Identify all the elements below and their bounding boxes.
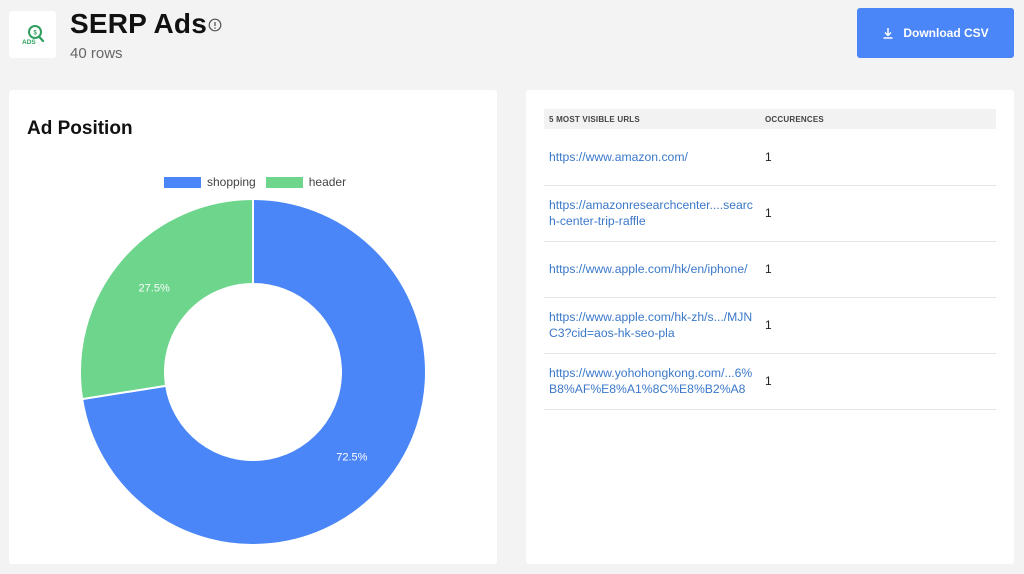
table-row: https://amazonresearchcenter....search-c…: [544, 185, 996, 242]
legend-label-shopping: shopping: [207, 175, 256, 189]
url-link[interactable]: https://www.apple.com/hk-zh/s.../MJNC3?c…: [549, 310, 753, 340]
page-title: SERP Ads: [70, 8, 207, 39]
column-header-urls: 5 MOST VISIBLE URLS: [544, 109, 760, 129]
donut-slice-shopping[interactable]: [80, 197, 427, 546]
donut-chart: 72.5% 27.5%: [79, 197, 427, 546]
app-logo: $ ADS: [9, 11, 56, 58]
column-header-occurrences: OCCURENCES: [760, 109, 996, 129]
row-count: 40 rows: [70, 45, 123, 62]
ads-search-icon: $ ADS: [22, 24, 44, 46]
legend-item-shopping[interactable]: shopping: [164, 175, 256, 189]
occurrences-value: 1: [760, 297, 996, 354]
table-row: https://www.apple.com/hk-zh/s.../MJNC3?c…: [544, 297, 996, 354]
info-icon[interactable]: [208, 18, 222, 32]
visible-urls-card: 5 MOST VISIBLE URLS OCCURENCES https://w…: [526, 90, 1014, 564]
url-link[interactable]: https://www.apple.com/hk/en/iphone/: [549, 262, 748, 276]
legend-swatch-header: [265, 176, 303, 188]
data-label-shopping: 72.5%: [336, 451, 367, 463]
occurrences-value: 1: [760, 353, 996, 410]
data-label-header: 27.5%: [139, 283, 170, 295]
download-csv-button[interactable]: Download CSV: [857, 8, 1014, 58]
table-row: https://www.apple.com/hk/en/iphone/ 1: [544, 241, 996, 298]
url-link[interactable]: https://www.yohohongkong.com/...6%B8%AF%…: [549, 366, 753, 396]
occurrences-value: 1: [760, 129, 996, 186]
ad-position-card: Ad Position shopping header 72.5% 27.5%: [9, 90, 497, 564]
occurrences-value: 1: [760, 241, 996, 298]
table-row: https://www.amazon.com/ 1: [544, 129, 996, 186]
occurrences-value: 1: [760, 185, 996, 242]
table-row: https://www.yohohongkong.com/...6%B8%AF%…: [544, 353, 996, 410]
legend-label-header: header: [308, 175, 347, 189]
chart-title: Ad Position: [27, 118, 133, 139]
chart-legend: shopping header: [164, 175, 346, 189]
url-link[interactable]: https://amazonresearchcenter....search-c…: [549, 198, 753, 228]
donut-slice-header[interactable]: [79, 197, 254, 401]
url-link[interactable]: https://www.amazon.com/: [549, 149, 688, 164]
logo-text: ADS: [22, 39, 36, 46]
legend-swatch-shopping: [164, 176, 201, 188]
legend-item-header[interactable]: header: [265, 175, 347, 189]
download-icon: [883, 28, 893, 39]
urls-table: 5 MOST VISIBLE URLS OCCURENCES https://w…: [544, 109, 996, 410]
svg-text:$: $: [33, 30, 37, 36]
download-csv-label: Download CSV: [903, 26, 989, 40]
table-header-row: 5 MOST VISIBLE URLS OCCURENCES: [544, 109, 996, 129]
